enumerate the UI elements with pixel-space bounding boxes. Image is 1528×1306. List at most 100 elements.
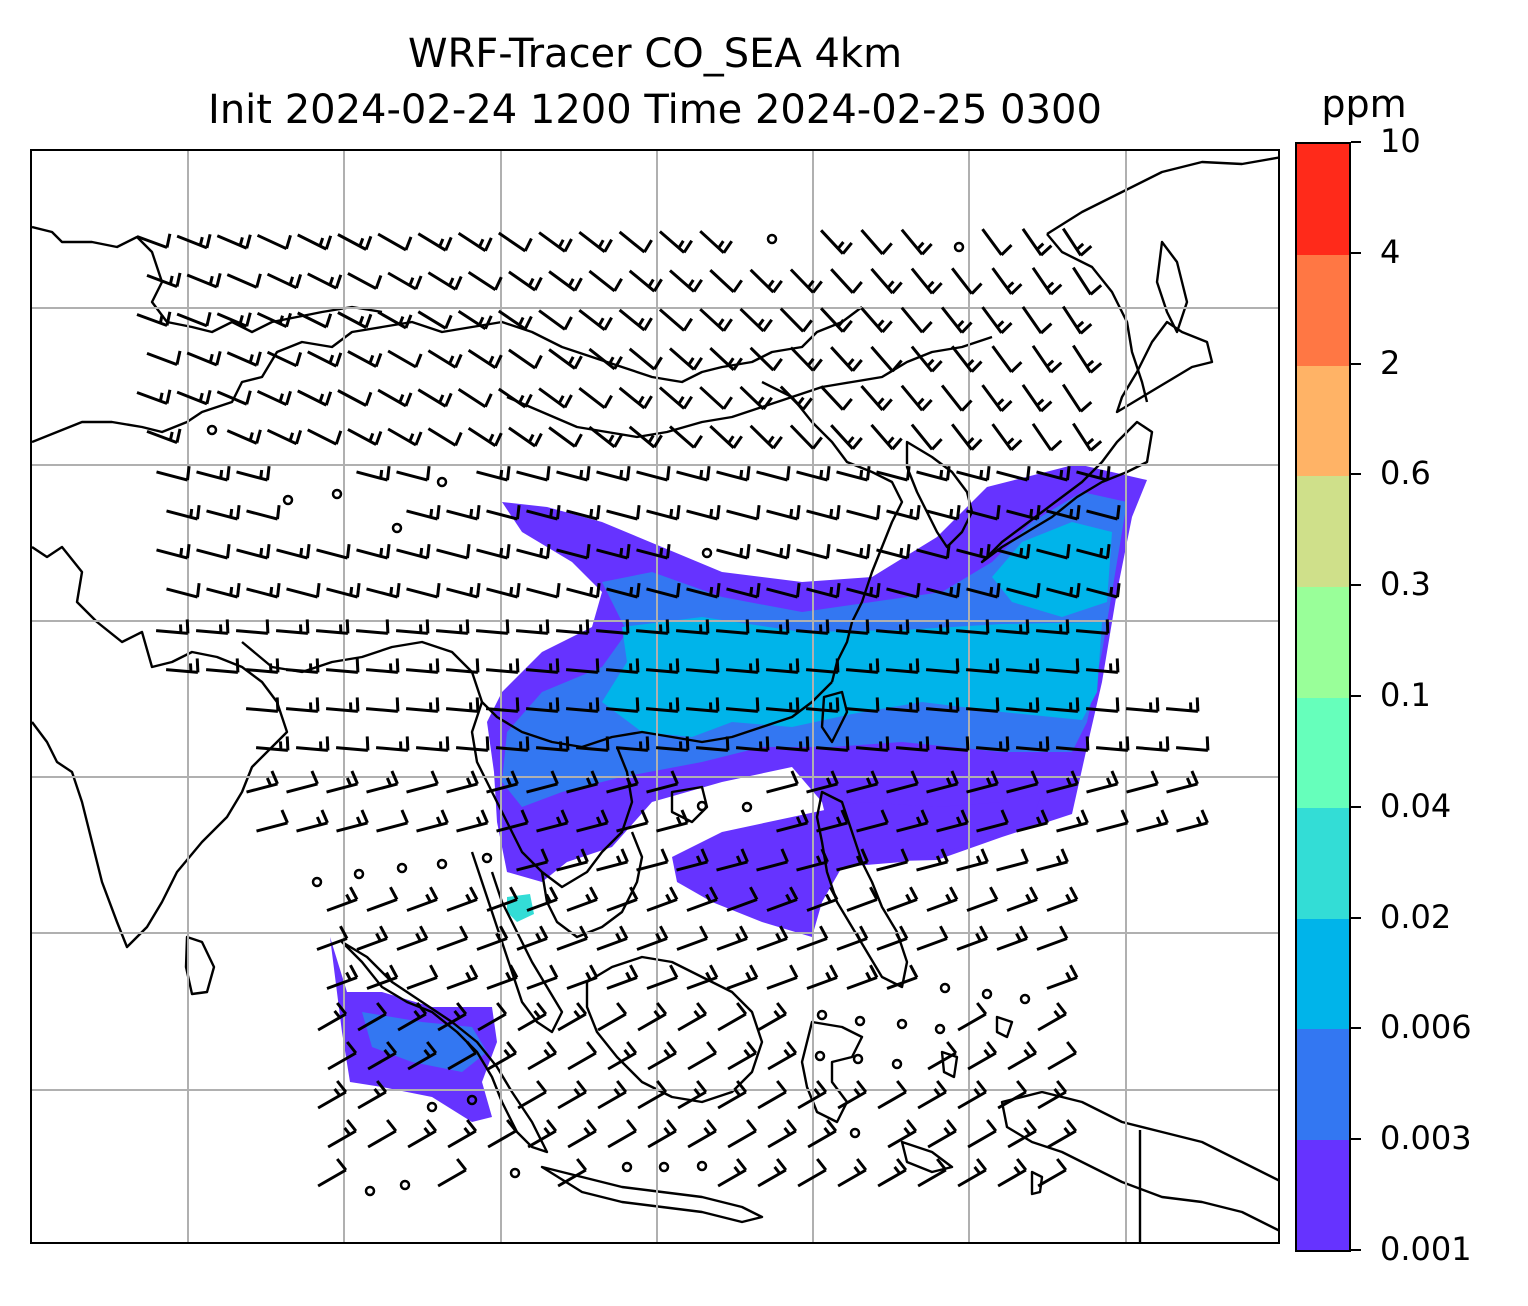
wind-barb xyxy=(618,308,653,332)
wind-barb xyxy=(1085,658,1120,674)
wind-barb xyxy=(807,1119,838,1149)
wind-barb xyxy=(967,1119,998,1149)
wind-barb xyxy=(936,809,969,833)
wind-barb xyxy=(447,1119,478,1149)
wind-barb xyxy=(548,270,583,292)
wind-barb xyxy=(246,583,281,599)
wind-barb xyxy=(296,809,329,833)
wind-barb xyxy=(1005,697,1040,713)
wind-barb xyxy=(1136,809,1169,833)
wind-barb xyxy=(526,505,561,521)
colorbar xyxy=(1295,142,1351,1252)
wind-barb xyxy=(658,308,693,332)
wind-barb xyxy=(326,886,359,912)
wind-barb xyxy=(397,1002,428,1032)
wind-barb xyxy=(991,267,1023,295)
wind-barb xyxy=(646,886,679,912)
wind-barb xyxy=(606,886,639,912)
calm-wind-marker xyxy=(981,988,993,1000)
wind-barb xyxy=(377,232,413,252)
wind-barb xyxy=(417,232,453,252)
calm-wind-marker xyxy=(436,476,448,488)
wind-barb xyxy=(685,697,720,713)
wind-barb xyxy=(556,848,589,872)
calm-wind-marker xyxy=(701,547,713,559)
wind-barb xyxy=(1037,1080,1068,1110)
wind-barb xyxy=(588,425,623,449)
wind-barb xyxy=(776,809,809,833)
wind-barb xyxy=(588,347,623,371)
wind-barb xyxy=(765,658,800,674)
wind-barb xyxy=(725,697,760,713)
wind-barb xyxy=(749,346,783,372)
wind-barb xyxy=(806,505,841,521)
wind-barb xyxy=(526,770,559,794)
wind-barb xyxy=(406,770,439,794)
wind-barb xyxy=(816,809,849,833)
wind-barb xyxy=(1037,1158,1068,1188)
wind-barb xyxy=(1031,344,1063,374)
wind-barb xyxy=(567,1119,598,1149)
wind-barb xyxy=(136,311,172,327)
wind-barb xyxy=(876,925,909,951)
wind-barb xyxy=(1085,697,1120,713)
wind-barb xyxy=(517,1002,548,1032)
wind-barb xyxy=(538,309,573,331)
coast-korea xyxy=(905,440,974,549)
wind-barb xyxy=(1046,505,1081,521)
wind-barb xyxy=(205,658,240,674)
wind-barb xyxy=(1086,505,1121,521)
wind-barb xyxy=(628,425,663,449)
calm-wind-marker xyxy=(896,1018,908,1030)
wind-barb xyxy=(245,658,280,674)
wind-barb xyxy=(820,307,853,333)
wind-barb xyxy=(709,269,743,293)
wind-barb xyxy=(275,619,310,635)
wind-barb xyxy=(446,770,479,794)
wind-barb xyxy=(870,267,903,295)
wind-barb xyxy=(597,1080,628,1110)
wind-barb xyxy=(846,770,879,794)
wind-barb xyxy=(676,925,709,951)
wind-barb xyxy=(396,544,431,560)
wind-barb xyxy=(317,1080,348,1110)
wind-barb xyxy=(1175,736,1210,752)
colorbar-tick-label: 10 xyxy=(1380,122,1421,160)
wind-barb xyxy=(830,268,863,294)
wind-barb xyxy=(926,583,961,599)
colorbar-tick xyxy=(1351,251,1361,254)
wind-barb xyxy=(565,658,600,674)
wind-barb xyxy=(527,1119,558,1149)
wind-barb xyxy=(860,307,893,333)
colorbar-tick-label: 0.003 xyxy=(1380,1119,1472,1158)
wind-barb xyxy=(766,583,801,599)
calm-wind-marker xyxy=(849,1127,861,1139)
wind-barb xyxy=(717,1158,748,1188)
colorbar-tick-label: 4 xyxy=(1380,232,1401,271)
wind-barb xyxy=(605,697,640,713)
calm-wind-marker xyxy=(696,800,708,812)
wind-barb xyxy=(876,544,911,560)
wind-barb xyxy=(996,925,1029,951)
wind-barb xyxy=(375,736,410,752)
wind-barb xyxy=(1046,770,1079,794)
colorbar-tick-label: 0.6 xyxy=(1380,454,1431,493)
colorbar-tick xyxy=(1351,141,1361,143)
calm-wind-marker xyxy=(816,1009,828,1021)
wind-barb xyxy=(860,229,893,255)
wind-barb xyxy=(407,1119,438,1149)
wind-barb xyxy=(1021,306,1053,335)
wind-barb xyxy=(875,619,910,635)
wind-barb xyxy=(166,583,201,599)
wind-barb xyxy=(886,505,921,521)
wind-barb xyxy=(366,886,399,912)
coast-malay-peninsula xyxy=(470,851,564,1034)
wind-barb xyxy=(956,466,991,482)
wind-barb xyxy=(1045,658,1080,674)
calm-wind-marker xyxy=(206,424,218,436)
wind-barb xyxy=(486,770,519,794)
wind-barb xyxy=(635,619,670,635)
wind-barb xyxy=(496,809,529,833)
wind-barb xyxy=(406,886,439,912)
coast-misc-3 xyxy=(995,1015,1014,1039)
